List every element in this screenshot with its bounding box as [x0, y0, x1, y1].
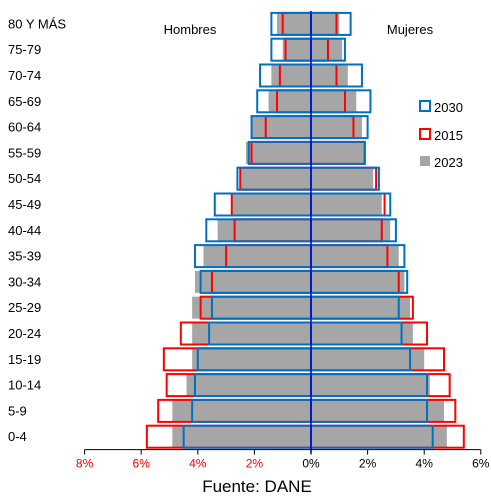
age-group-label: 40-44: [8, 223, 41, 238]
age-group-label: 20-24: [8, 326, 41, 341]
age-group-label: 70-74: [8, 68, 41, 83]
age-group-label: 35-39: [8, 249, 41, 264]
bar-2023-women-15-19: [311, 348, 425, 371]
bar-2023-men-40-44: [217, 219, 311, 242]
age-group-label: 75-79: [8, 42, 41, 57]
bar-2023-men-5-9: [172, 399, 311, 422]
age-group-label: 5-9: [8, 403, 27, 418]
legend: 2030 2015 2023: [419, 100, 463, 170]
age-group-label: 55-59: [8, 145, 41, 160]
bar-2023-women-0-4: [311, 425, 447, 448]
age-group-label: 50-54: [8, 171, 41, 186]
bar-2023-women-75-79: [311, 38, 343, 61]
age-group-label: 65-69: [8, 94, 41, 109]
age-group-label: 25-29: [8, 300, 41, 315]
bar-2023-women-50-54: [311, 167, 374, 190]
age-group-label: 45-49: [8, 197, 41, 212]
x-tick-label: 4%: [416, 457, 434, 471]
legend-label-2023: 2023: [434, 155, 463, 170]
women-header: Mujeres: [387, 22, 434, 37]
age-group-labels: 0-4 5-9 10-14 15-19 20-24 25-29 30-34 35-39 40-4…: [8, 16, 66, 444]
x-tick-label: 8%: [76, 457, 94, 471]
bar-2023-women-20-24: [311, 322, 413, 345]
age-group-label: 15-19: [8, 352, 41, 367]
bar-2023-women-55-59: [311, 141, 365, 164]
bar-2023-women-5-9: [311, 399, 445, 422]
bar-2023-men-50-54: [240, 167, 311, 190]
x-tick-labels: 8% 6% 4% 2% 0% 2% 4% 6%: [76, 457, 490, 471]
bar-2023-women-10-14: [311, 374, 430, 397]
age-group-label: 80 Y MÁS: [8, 16, 66, 31]
x-tick-label: 2%: [246, 457, 264, 471]
bar-2023-women-65-69: [311, 90, 357, 113]
bar-2023-men-55-59: [245, 141, 311, 164]
bar-2023-men-10-14: [186, 374, 311, 397]
bar-2023-women-35-39: [311, 245, 399, 268]
bar-2023-men-80 Y MÁS: [277, 12, 311, 35]
legend-swatch-2015: [419, 128, 431, 140]
legend-swatch-2023: [420, 156, 430, 166]
bar-2023-men-60-64: [251, 116, 311, 139]
bar-2023-women-25-29: [311, 296, 411, 319]
x-tick-label: 4%: [189, 457, 207, 471]
axes: [84, 11, 482, 455]
source-note: Fuente: DANE: [202, 477, 312, 496]
bar-2023-men-25-29: [192, 296, 311, 319]
bar-2023-women-70-74: [311, 64, 348, 87]
x-tick-label: 0%: [302, 457, 320, 471]
bar-2023-men-45-49: [231, 193, 311, 216]
bar-2023-men-15-19: [192, 348, 311, 371]
x-tick-label: 2%: [359, 457, 377, 471]
bar-2023-men-0-4: [172, 425, 311, 448]
x-tick-label: 6%: [133, 457, 151, 471]
age-group-label: 0-4: [8, 429, 27, 444]
men-header: Hombres: [164, 22, 217, 37]
bar-2023-men-75-79: [282, 38, 311, 61]
bar-2023-women-80 Y MÁS: [311, 12, 340, 35]
bar-2023-men-65-69: [268, 90, 311, 113]
bar-2023-men-35-39: [203, 245, 311, 268]
legend-label-2015: 2015: [434, 128, 463, 143]
bar-2023-women-40-44: [311, 219, 391, 242]
bar-2023-men-20-24: [192, 322, 311, 345]
bar-2023-women-45-49: [311, 193, 382, 216]
bar-2023-women-30-34: [311, 270, 405, 293]
legend-swatch-2030: [419, 100, 431, 112]
x-tick-label: 6%: [472, 457, 490, 471]
legend-label-2030: 2030: [434, 100, 463, 115]
age-group-label: 60-64: [8, 120, 41, 135]
bar-2023-men-70-74: [271, 64, 311, 87]
bar-2023-men-30-34: [194, 270, 311, 293]
age-group-label: 30-34: [8, 274, 41, 289]
series-2023-bars: [172, 12, 447, 448]
age-group-label: 10-14: [8, 378, 41, 393]
bar-2023-women-60-64: [311, 116, 362, 139]
